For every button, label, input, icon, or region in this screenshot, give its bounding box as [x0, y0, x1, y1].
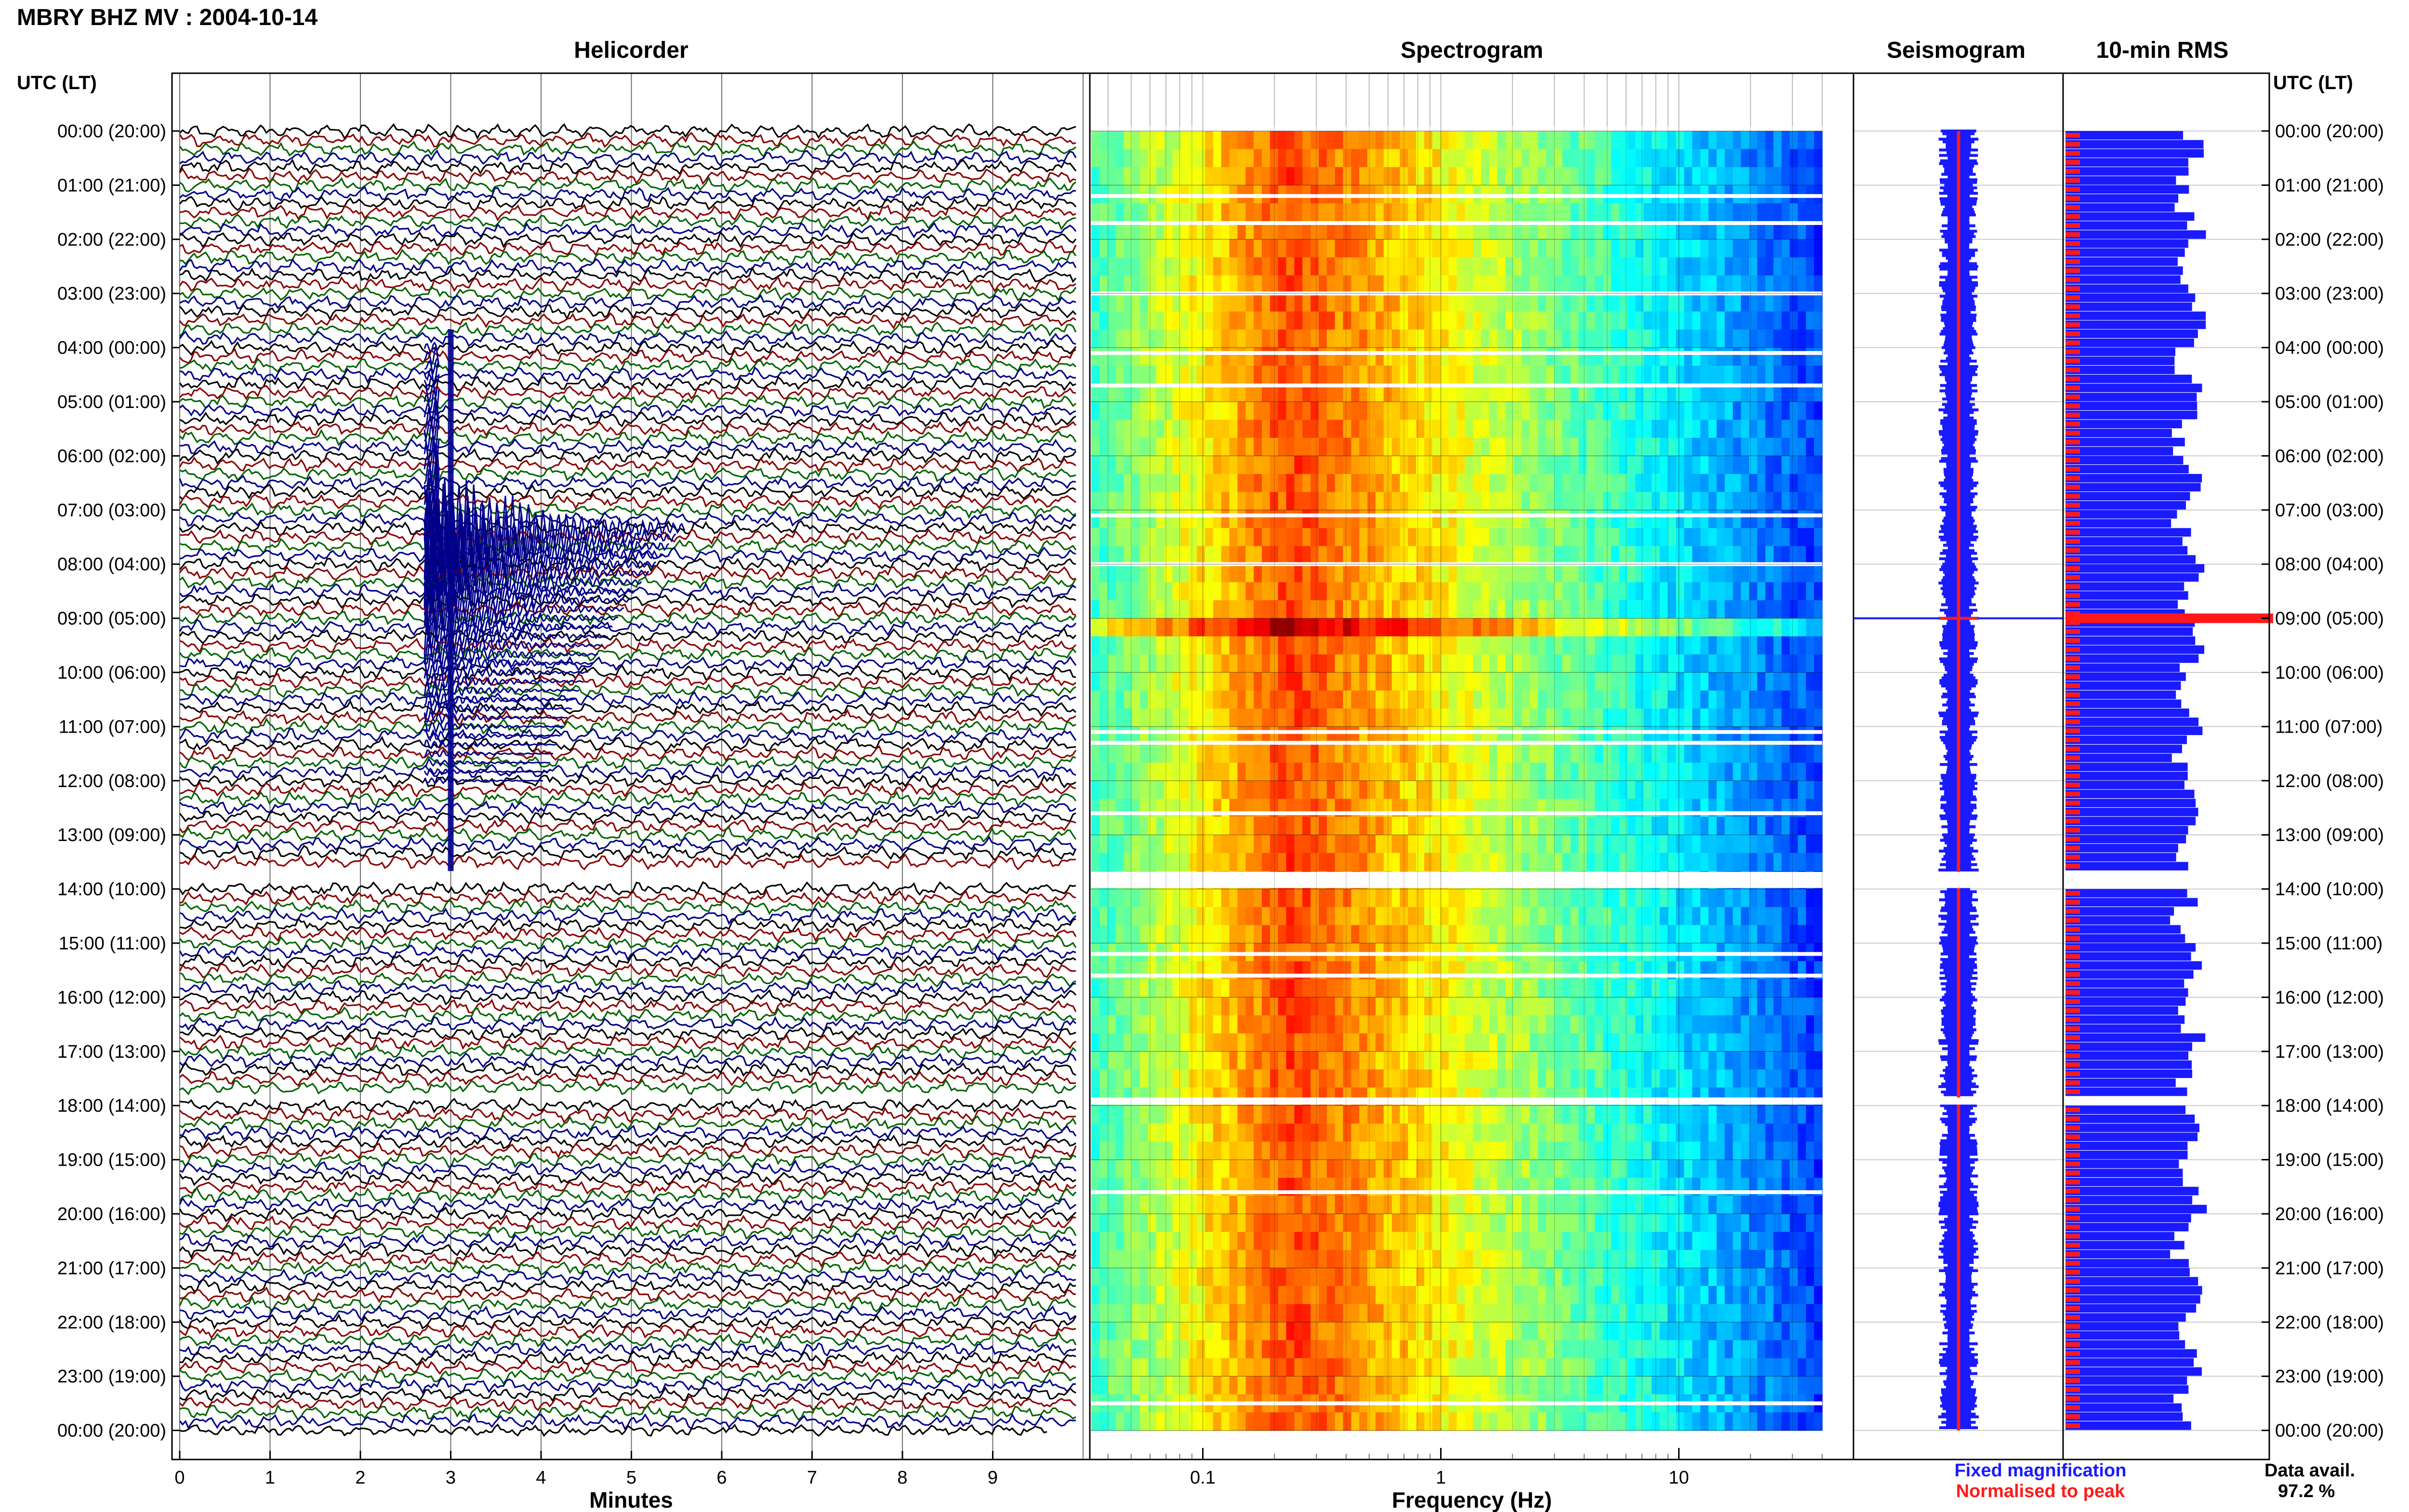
time-label-right: 22:00 (18:00) — [2275, 1313, 2384, 1333]
spectrogram-tick-label: 1 — [1436, 1468, 1446, 1488]
time-label-left: 11:00 (07:00) — [59, 717, 166, 737]
legend-normalised-to-peak: Normalised to peak — [1956, 1481, 2125, 1501]
time-label-right: 11:00 (07:00) — [2275, 717, 2383, 737]
helicorder-tick-label: 6 — [716, 1468, 727, 1488]
time-label-right: 23:00 (19:00) — [2275, 1367, 2384, 1387]
seismogram-title: Seismogram — [1887, 38, 2025, 63]
helicorder-tick-label: 0 — [174, 1468, 185, 1488]
time-label-right: 01:00 (21:00) — [2275, 175, 2384, 196]
time-label-right: 21:00 (17:00) — [2275, 1258, 2384, 1278]
time-label-left: 00:00 (20:00) — [57, 1421, 166, 1441]
spectrogram-xlabel: Frequency (Hz) — [1392, 1487, 1552, 1512]
time-label-left: 05:00 (01:00) — [57, 392, 166, 412]
time-label-right: 00:00 (20:00) — [2275, 1421, 2384, 1441]
time-label-right: 15:00 (11:00) — [2275, 933, 2383, 954]
time-label-left: 13:00 (09:00) — [57, 825, 166, 845]
time-label-left: 06:00 (02:00) — [57, 446, 166, 466]
time-label-left: 07:00 (03:00) — [57, 500, 166, 521]
helicorder-tick-label: 3 — [446, 1468, 456, 1488]
time-label-right: 12:00 (08:00) — [2275, 771, 2384, 791]
time-label-right: 04:00 (00:00) — [2275, 338, 2384, 358]
spectrogram-tick-label: 0.1 — [1190, 1468, 1216, 1488]
time-label-left: 01:00 (21:00) — [57, 175, 166, 196]
time-label-right: 02:00 (22:00) — [2275, 230, 2384, 250]
helicorder-tick-label: 5 — [626, 1468, 636, 1488]
time-label-left: 22:00 (18:00) — [57, 1313, 166, 1333]
time-label-right: 06:00 (02:00) — [2275, 446, 2384, 466]
time-label-left: 03:00 (23:00) — [57, 284, 166, 304]
legend-fixed-magnification: Fixed magnification — [1955, 1460, 2127, 1481]
helicorder-panel — [172, 73, 1090, 1459]
time-label-right: 14:00 (10:00) — [2275, 880, 2384, 900]
time-label-right: 18:00 (14:00) — [2275, 1096, 2384, 1116]
time-label-left: 12:00 (08:00) — [57, 771, 166, 791]
spectrogram-tick-label: 10 — [1668, 1468, 1689, 1488]
time-label-left: 16:00 (12:00) — [57, 987, 166, 1008]
time-label-left: 10:00 (06:00) — [57, 663, 166, 683]
time-label-left: 18:00 (14:00) — [57, 1096, 166, 1116]
helicorder-tick-label: 8 — [897, 1468, 907, 1488]
time-label-right: 03:00 (23:00) — [2275, 284, 2384, 304]
rms-title: 10-min RMS — [2096, 38, 2229, 63]
data-availability-label: Data avail. — [2264, 1460, 2355, 1481]
time-label-right: 20:00 (16:00) — [2275, 1204, 2384, 1224]
time-label-right: 08:00 (04:00) — [2275, 554, 2384, 575]
time-label-left: 21:00 (17:00) — [57, 1258, 166, 1278]
time-label-right: 05:00 (01:00) — [2275, 392, 2384, 412]
time-label-left: 23:00 (19:00) — [57, 1367, 166, 1387]
time-label-right: 16:00 (12:00) — [2275, 987, 2384, 1008]
helicorder-tick-label: 7 — [807, 1468, 817, 1488]
time-label-right: 17:00 (13:00) — [2275, 1042, 2384, 1062]
helicorder-xlabel: Minutes — [589, 1487, 673, 1512]
helicorder-tick-label: 9 — [988, 1468, 998, 1488]
data-availability-value: 97.2 % — [2278, 1481, 2335, 1501]
time-label-left: 15:00 (11:00) — [59, 933, 166, 954]
time-label-right: 10:00 (06:00) — [2275, 663, 2384, 683]
time-label-right: 09:00 (05:00) — [2275, 609, 2384, 629]
time-label-left: 00:00 (20:00) — [57, 121, 166, 142]
time-label-right: 00:00 (20:00) — [2275, 121, 2384, 142]
seismogram-panel — [1853, 130, 2063, 1431]
time-label-left: 08:00 (04:00) — [57, 554, 166, 575]
time-labels: 00:00 (20:00) 00:00 (20:00) 01:00 (21:00) 0… — [57, 121, 2384, 1441]
x-axes: 0 1 2 3 4 5 6 7 8 9 0.1 1 10 — [174, 1448, 1689, 1488]
time-label-right: 13:00 (09:00) — [2275, 825, 2384, 845]
time-label-left: 02:00 (22:00) — [57, 230, 166, 250]
panel-frames — [171, 72, 2270, 1460]
right-axis-label: UTC (LT) — [2273, 72, 2353, 93]
helicorder-title: Helicorder — [574, 38, 688, 63]
time-label-left: 20:00 (16:00) — [57, 1204, 166, 1224]
spectrogram-title: Spectrogram — [1401, 38, 1543, 63]
time-label-left: 14:00 (10:00) — [57, 880, 166, 900]
time-label-left: 17:00 (13:00) — [57, 1042, 166, 1062]
rms-panel — [2063, 131, 2273, 1431]
time-label-right: 07:00 (03:00) — [2275, 500, 2384, 521]
time-label-right: 19:00 (15:00) — [2275, 1150, 2384, 1170]
figure-title: MBRY BHZ MV : 2004-10-14 — [17, 5, 318, 30]
spectrogram-panel — [1090, 73, 1853, 1459]
time-label-left: 19:00 (15:00) — [57, 1150, 166, 1170]
helicorder-tick-label: 4 — [536, 1468, 546, 1488]
left-axis-label: UTC (LT) — [17, 72, 97, 93]
helicorder-tick-label: 1 — [265, 1468, 275, 1488]
helicorder-tick-label: 2 — [355, 1468, 365, 1488]
time-label-left: 04:00 (00:00) — [57, 338, 166, 358]
time-label-left: 09:00 (05:00) — [57, 609, 166, 629]
